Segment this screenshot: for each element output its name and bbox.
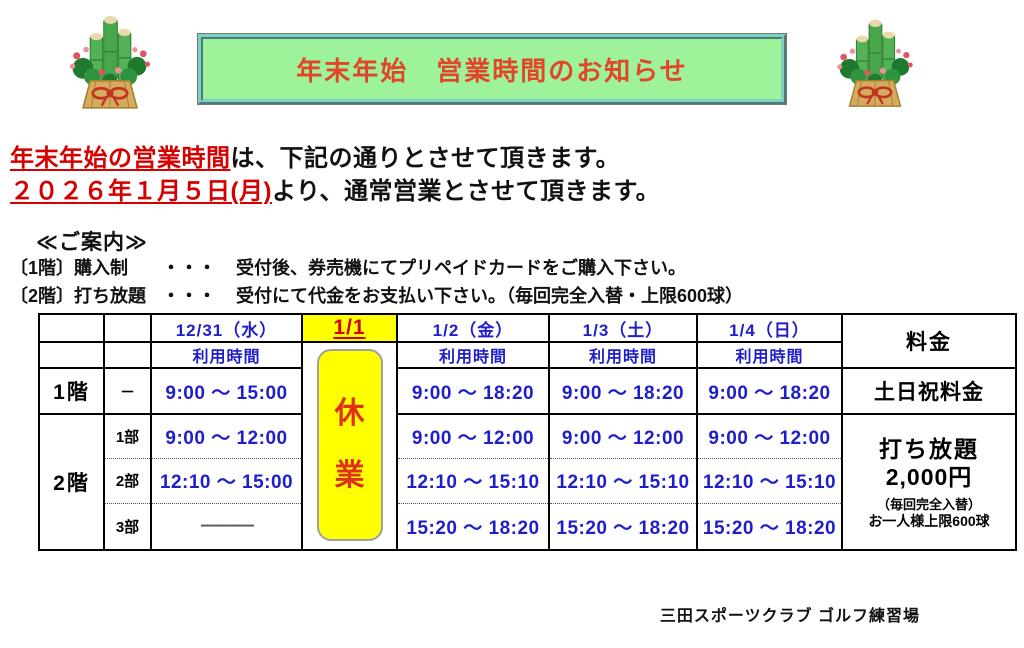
part1-label: 1部	[103, 413, 152, 458]
floor1-part: －	[103, 367, 152, 414]
schedule-table: 12/31（水） 1/1 1/2（金） 1/3（土） 1/4（日） 料金 利用時…	[38, 313, 1017, 551]
fee-note-2: お一人様上限600球	[868, 512, 990, 529]
usage-label-1231: 利用時間	[150, 341, 303, 368]
guide-item-floor2: 〔2階〕打ち放題 ・・・ 受付にて代金をお支払い下さい。（毎回完全入替・上限60…	[10, 282, 743, 310]
part2-time-0103: 12:10 ～ 15:10	[548, 457, 698, 503]
part3-time-0104: 15:20 ～ 18:20	[696, 502, 843, 550]
closed-char-1: 休	[334, 397, 365, 430]
part2-label: 2部	[103, 457, 152, 503]
intro-line-1: 年末年始の営業時間は、下記の通りとさせて頂きます。	[10, 142, 660, 175]
date-header-0102: 1/2（金）	[396, 313, 550, 342]
part3-time-0102: 15:20 ～ 18:20	[396, 502, 550, 550]
date-header-0104: 1/4（日）	[696, 313, 843, 342]
blank-cell	[38, 313, 105, 342]
part2-time-0104: 12:10 ～ 15:10	[696, 457, 843, 503]
part2-time-0102: 12:10 ～ 15:10	[396, 457, 550, 503]
fee-note-1: （毎回完全入替）	[876, 496, 981, 512]
date-header-0103: 1/3（土）	[548, 313, 698, 342]
blank-cell	[38, 341, 105, 368]
title-banner: 年末年始 営業時間のお知らせ	[197, 33, 787, 105]
guide-list: 〔1階〕購入制 ・・・ 受付後、券売機にてプリペイドカードをご購入下さい。 〔2…	[10, 254, 743, 310]
fee-price: 2,000円	[885, 463, 973, 490]
part1-time-0102: 9:00 ～ 12:00	[396, 413, 550, 458]
guide-item-text: 受付後、券売機にてプリペイドカードをご購入下さい。	[236, 258, 686, 278]
floor1-time-1231: 9:00 ～ 15:00	[150, 367, 303, 414]
guide-item-text: 受付にて代金をお支払い下さい。（毎回完全入替・上限600球）	[236, 286, 744, 306]
facility-name: 三田スポーツクラブ ゴルフ練習場	[659, 608, 921, 625]
part3-label: 3部	[103, 502, 152, 550]
straw-base	[81, 80, 139, 109]
row-floor1: 1階 － 9:00 ～ 15:00 9:00 ～ 18:20 9:00 ～ 18…	[38, 367, 1017, 414]
holiday-date-label: 1/1	[333, 316, 366, 339]
guide-item-label: 〔1階〕購入制	[10, 258, 129, 278]
intro-text: 年末年始の営業時間は、下記の通りとさせて頂きます。 ２０２６年１月５日(月)より…	[10, 142, 660, 208]
row-floor2-part1: 2階 1部 9:00 ～ 12:00 9:00 ～ 12:00 9:00 ～ 1…	[38, 413, 1017, 550]
closed-badge: 休 業	[316, 349, 383, 541]
intro-line2-emphasis: ２０２６年１月５日(月)	[10, 178, 272, 205]
date-header-0101: 1/1	[301, 313, 398, 342]
guide-item-floor1: 〔1階〕購入制 ・・・ 受付後、券売機にてプリペイドカードをご購入下さい。	[10, 254, 743, 282]
intro-line-2: ２０２６年１月５日(月)より、通常営業とさせて頂きます。	[10, 175, 660, 208]
floor1-time-0103: 9:00 ～ 18:20	[548, 367, 698, 414]
kadomatsu-left-image	[69, 16, 151, 109]
intro-line1-rest: は、下記の通りとさせて頂きます。	[230, 145, 621, 172]
kadomatsu-right-image	[837, 19, 913, 107]
plum-blossoms	[837, 48, 913, 76]
floor2-fee: 打ち放題 2,000円 （毎回完全入替） お一人様上限600球	[841, 413, 1017, 550]
blank-cell	[103, 341, 152, 368]
date-header-1231: 12/31（水）	[150, 313, 303, 342]
floor1-time-0104: 9:00 ～ 18:20	[696, 367, 843, 414]
guide-item-dots: ・・・	[162, 286, 216, 306]
closed-cell: 休 業	[301, 341, 398, 550]
guide-item-dots: ・・・	[162, 258, 216, 278]
bamboo-stalks	[89, 16, 132, 84]
intro-line2-rest: より、通常営業とさせて頂きます。	[271, 178, 661, 205]
part1-time-0104: 9:00 ～ 12:00	[696, 413, 843, 458]
guide-heading: ≪ご案内≫	[36, 231, 148, 254]
no-session-dash: ———	[201, 515, 254, 537]
floor1-fee: 土日祝料金	[841, 367, 1017, 414]
fee-title: 打ち放題	[879, 435, 979, 462]
usage-label-0103: 利用時間	[548, 341, 698, 368]
row-floor2-part3: 3部 ——— 15:20 ～ 18:20 15:20 ～ 18:20 15:20…	[39, 502, 1016, 550]
part3-time-0103: 15:20 ～ 18:20	[548, 502, 698, 550]
straw-base	[848, 79, 902, 107]
floor2-label: 2階	[38, 413, 105, 550]
floor1-label: 1階	[38, 367, 105, 414]
blank-cell	[103, 313, 152, 342]
closed-char-2: 業	[334, 459, 365, 492]
part3-time-1231-dash: ———	[150, 502, 303, 550]
part1-time-0103: 9:00 ～ 12:00	[548, 413, 698, 458]
usage-label-0102: 利用時間	[396, 341, 550, 368]
part1-time-1231: 9:00 ～ 12:00	[150, 413, 303, 458]
header-row-usage: 利用時間 休 業 利用時間 利用時間 利用時間	[38, 341, 1016, 550]
row-floor2-part2: 2部 12:10 ～ 15:00 12:10 ～ 15:10 12:10 ～ 1…	[39, 457, 1016, 503]
floor1-time-0102: 9:00 ～ 18:20	[396, 367, 550, 414]
plum-blossoms	[69, 46, 151, 76]
guide-item-label: 〔2階〕打ち放題	[10, 286, 147, 306]
header-row-dates: 12/31（水） 1/1 1/2（金） 1/3（土） 1/4（日） 料金	[38, 313, 1017, 368]
page-title: 年末年始 営業時間のお知らせ	[296, 55, 688, 86]
usage-label-0104: 利用時間	[696, 341, 843, 368]
fee-header: 料金	[841, 313, 1017, 368]
intro-line1-emphasis: 年末年始の営業時間	[10, 145, 231, 172]
part2-time-1231: 12:10 ～ 15:00	[150, 457, 303, 503]
